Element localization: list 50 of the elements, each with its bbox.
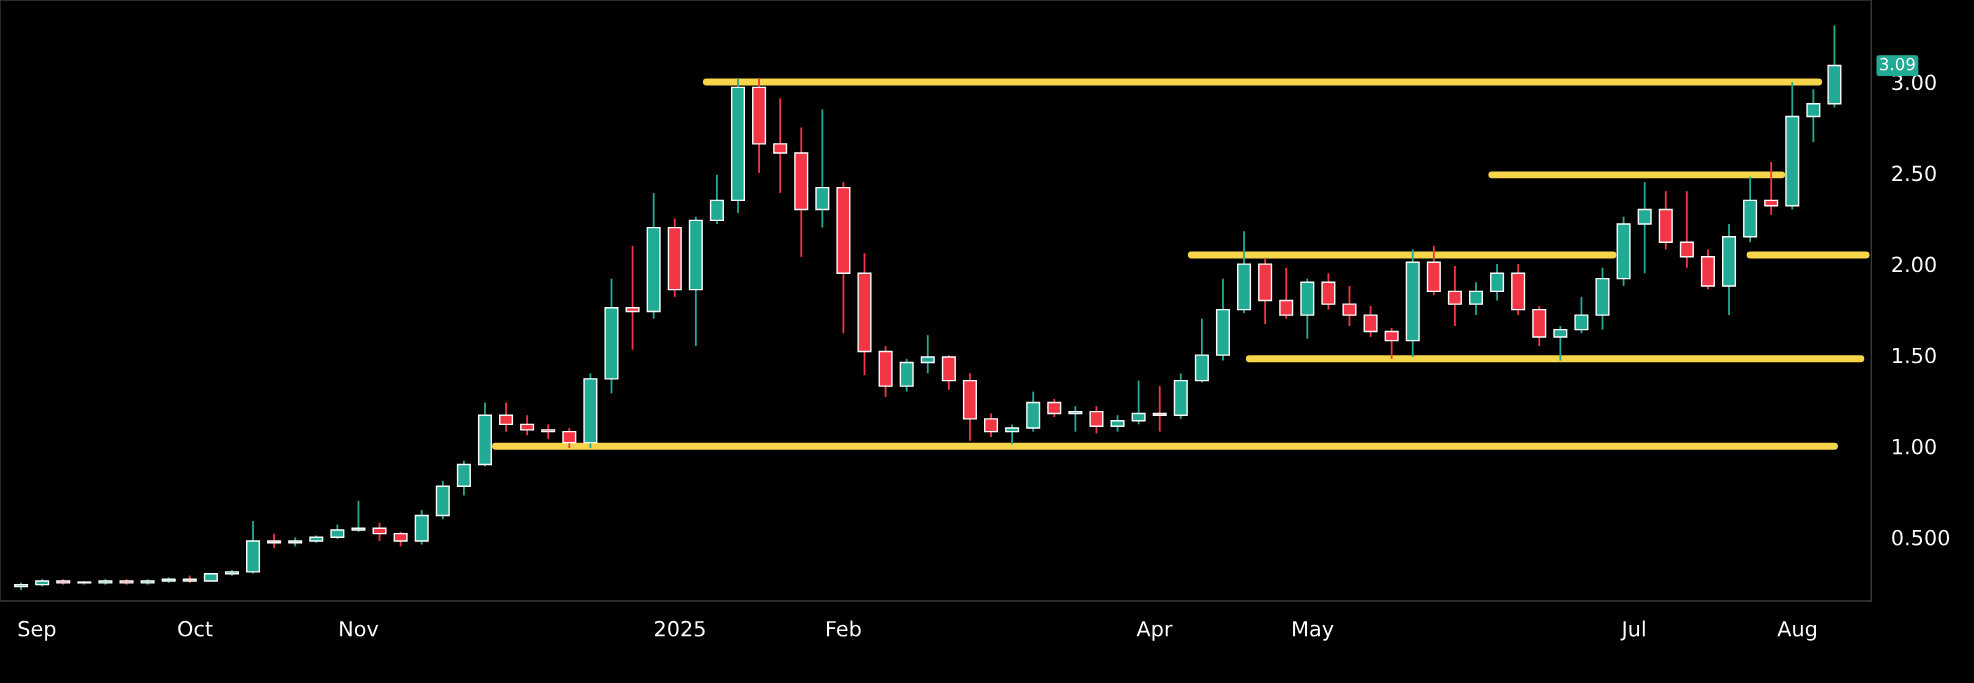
candlestick <box>1490 263 1505 302</box>
y-tick-label: 1.00 <box>1893 438 1936 455</box>
candlestick <box>1089 405 1104 435</box>
y-tick-label: 0.500 <box>1892 529 1950 546</box>
y-tick-label: 1.50 <box>1893 347 1936 364</box>
candlestick <box>562 427 577 449</box>
candlestick <box>815 108 830 229</box>
x-tick-label: Sep <box>18 620 56 641</box>
candlestick <box>456 459 471 497</box>
candlestick <box>1342 285 1357 327</box>
x-tick-label: Jul <box>1620 620 1645 641</box>
candlestick <box>1279 266 1294 320</box>
candlestick <box>773 97 788 194</box>
candlestick <box>1068 405 1083 433</box>
candlestick <box>1637 181 1652 275</box>
x-tick-label: Feb <box>827 620 861 637</box>
candlestick <box>920 334 935 375</box>
candlestick <box>499 401 514 433</box>
candlestick <box>351 499 366 533</box>
candlestick <box>372 521 387 542</box>
candlestick <box>709 173 724 225</box>
candlestick <box>899 357 914 393</box>
candlestick <box>1679 190 1694 269</box>
x-tick-label: May <box>1293 621 1334 641</box>
x-tick-label: Aug <box>1777 621 1816 641</box>
candlestick <box>541 423 556 440</box>
candlestick <box>1447 265 1462 327</box>
candlestick <box>1047 397 1062 418</box>
x-tick-label: Nov <box>340 621 379 637</box>
candlestick <box>1152 385 1167 433</box>
candlestick <box>1363 305 1378 338</box>
candlestick <box>1468 281 1484 316</box>
candlestick <box>941 354 956 391</box>
y-tick-label: 2.00 <box>1892 256 1936 273</box>
x-tick-label: Oct <box>178 620 213 637</box>
candlestick <box>1321 272 1336 311</box>
x-tick-label: 2025 <box>655 620 705 637</box>
candlestick <box>1806 88 1821 143</box>
candlestick <box>1005 423 1020 446</box>
candlestick <box>625 244 640 351</box>
candlestick <box>984 412 999 439</box>
x-tick-label: Apr <box>1136 621 1173 641</box>
candlestick <box>1764 161 1779 216</box>
candlestick <box>520 414 535 437</box>
y-tick-label: 2.50 <box>1892 165 1936 182</box>
candlestick <box>1574 295 1589 335</box>
annotation: 3.09 <box>1880 57 1915 71</box>
candlestick <box>1131 379 1146 426</box>
candlestick <box>1384 326 1399 360</box>
candlestick <box>1553 325 1568 362</box>
